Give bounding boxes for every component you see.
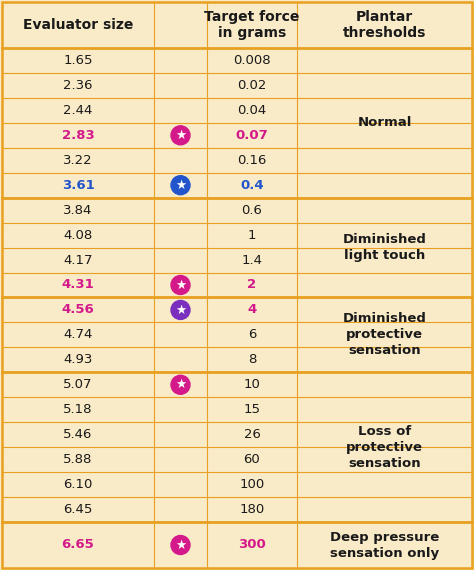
Text: Normal: Normal [357,116,412,129]
Text: 300: 300 [238,539,266,552]
Text: 2.83: 2.83 [62,129,94,142]
Circle shape [171,275,190,295]
Text: 0.02: 0.02 [237,79,267,92]
Text: 1.65: 1.65 [63,54,93,67]
Text: 26: 26 [244,428,260,441]
Circle shape [171,176,190,195]
Text: 4.17: 4.17 [63,254,93,267]
Text: 3.22: 3.22 [63,154,93,167]
Text: 6.10: 6.10 [64,478,93,491]
Text: 5.18: 5.18 [63,403,93,416]
Text: 0.16: 0.16 [237,154,267,167]
Text: 3.61: 3.61 [62,179,94,192]
Circle shape [171,300,190,319]
Text: Plantar
thresholds: Plantar thresholds [343,10,426,40]
Text: ★: ★ [175,179,186,192]
Text: 6: 6 [248,328,256,341]
Text: 3.84: 3.84 [64,203,93,217]
Circle shape [171,126,190,145]
Text: 5.07: 5.07 [63,378,93,391]
Text: Diminished
light touch: Diminished light touch [343,233,427,262]
Text: 4.74: 4.74 [64,328,93,341]
Text: 60: 60 [244,453,260,466]
Text: ★: ★ [175,303,186,316]
Text: 4.08: 4.08 [64,229,92,242]
Text: 6.45: 6.45 [64,503,93,516]
Text: 0.6: 0.6 [242,203,263,217]
Text: 0.04: 0.04 [237,104,266,117]
Text: ★: ★ [175,279,186,291]
Text: Evaluator size: Evaluator size [23,18,133,32]
Text: 4.31: 4.31 [62,279,94,291]
Text: 5.46: 5.46 [64,428,93,441]
Text: 8: 8 [248,353,256,367]
Text: 2: 2 [247,279,256,291]
Text: Deep pressure
sensation only: Deep pressure sensation only [330,531,439,560]
Text: ★: ★ [175,129,186,142]
Text: 6.65: 6.65 [62,539,94,552]
Text: 0.008: 0.008 [233,54,271,67]
Text: 1.4: 1.4 [241,254,263,267]
Text: 1: 1 [248,229,256,242]
Text: 2.44: 2.44 [64,104,93,117]
Text: 4.93: 4.93 [64,353,93,367]
Text: 0.4: 0.4 [240,179,264,192]
Text: Target force
in grams: Target force in grams [204,10,300,40]
Text: 5.88: 5.88 [64,453,93,466]
Text: ★: ★ [175,378,186,391]
Text: 4: 4 [247,303,256,316]
Text: 0.07: 0.07 [236,129,268,142]
Text: 180: 180 [239,503,264,516]
Text: ★: ★ [175,539,186,552]
Text: 2.36: 2.36 [63,79,93,92]
Text: 4.56: 4.56 [62,303,94,316]
Circle shape [171,375,190,394]
Text: 10: 10 [244,378,260,391]
Circle shape [171,535,190,555]
Text: Loss of
protective
sensation: Loss of protective sensation [346,425,423,470]
Text: 100: 100 [239,478,264,491]
Text: 15: 15 [244,403,261,416]
Text: Diminished
protective
sensation: Diminished protective sensation [343,312,427,357]
